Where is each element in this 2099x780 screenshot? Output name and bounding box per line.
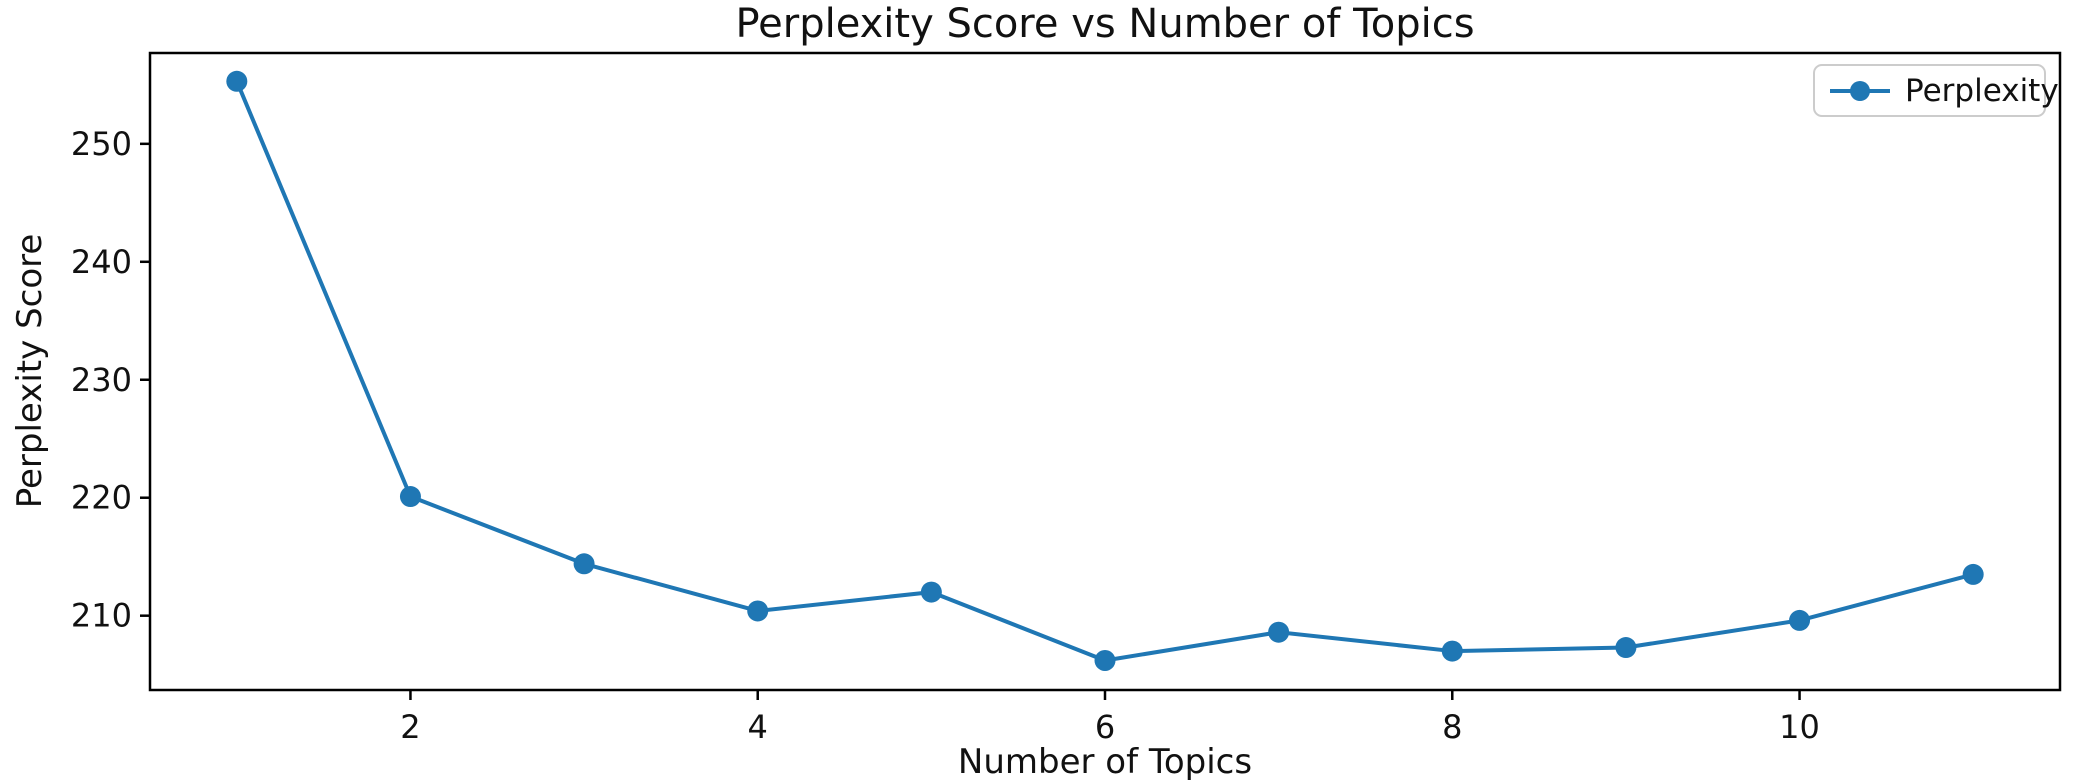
x-tick-label: 10 <box>1779 708 1820 746</box>
x-tick-label: 4 <box>748 708 768 746</box>
legend-label: Perplexity <box>1905 72 2059 109</box>
x-tick-label: 2 <box>400 708 420 746</box>
data-point-marker <box>1268 621 1290 643</box>
y-tick-label: 210 <box>71 597 132 635</box>
legend: Perplexity <box>1813 64 2059 117</box>
data-point-marker <box>1094 650 1116 672</box>
data-point-marker <box>1615 637 1637 659</box>
y-tick-label: 250 <box>71 125 132 163</box>
x-axis-label: Number of Topics <box>957 742 1253 780</box>
y-tick-label: 220 <box>71 479 132 517</box>
y-tick-label: 240 <box>71 243 132 281</box>
data-point-marker <box>226 70 248 92</box>
chart-title: Perplexity Score vs Number of Topics <box>735 1 1475 47</box>
data-point-marker <box>1441 640 1463 662</box>
axes-spines <box>148 51 2062 692</box>
data-point-marker <box>1962 563 1984 585</box>
data-point-marker <box>747 600 769 622</box>
legend-line-marker-sample <box>1830 80 1890 101</box>
series-line <box>234 79 1976 663</box>
x-tick-label: 8 <box>1442 708 1462 746</box>
data-point-marker <box>1789 609 1811 631</box>
data-point-marker <box>399 486 421 508</box>
y-axis-label: Perplexity Score <box>10 233 50 509</box>
data-point-marker <box>573 553 595 575</box>
y-tick-label: 230 <box>71 361 132 399</box>
x-tick-label: 6 <box>1095 708 1115 746</box>
data-point-marker <box>920 581 942 603</box>
